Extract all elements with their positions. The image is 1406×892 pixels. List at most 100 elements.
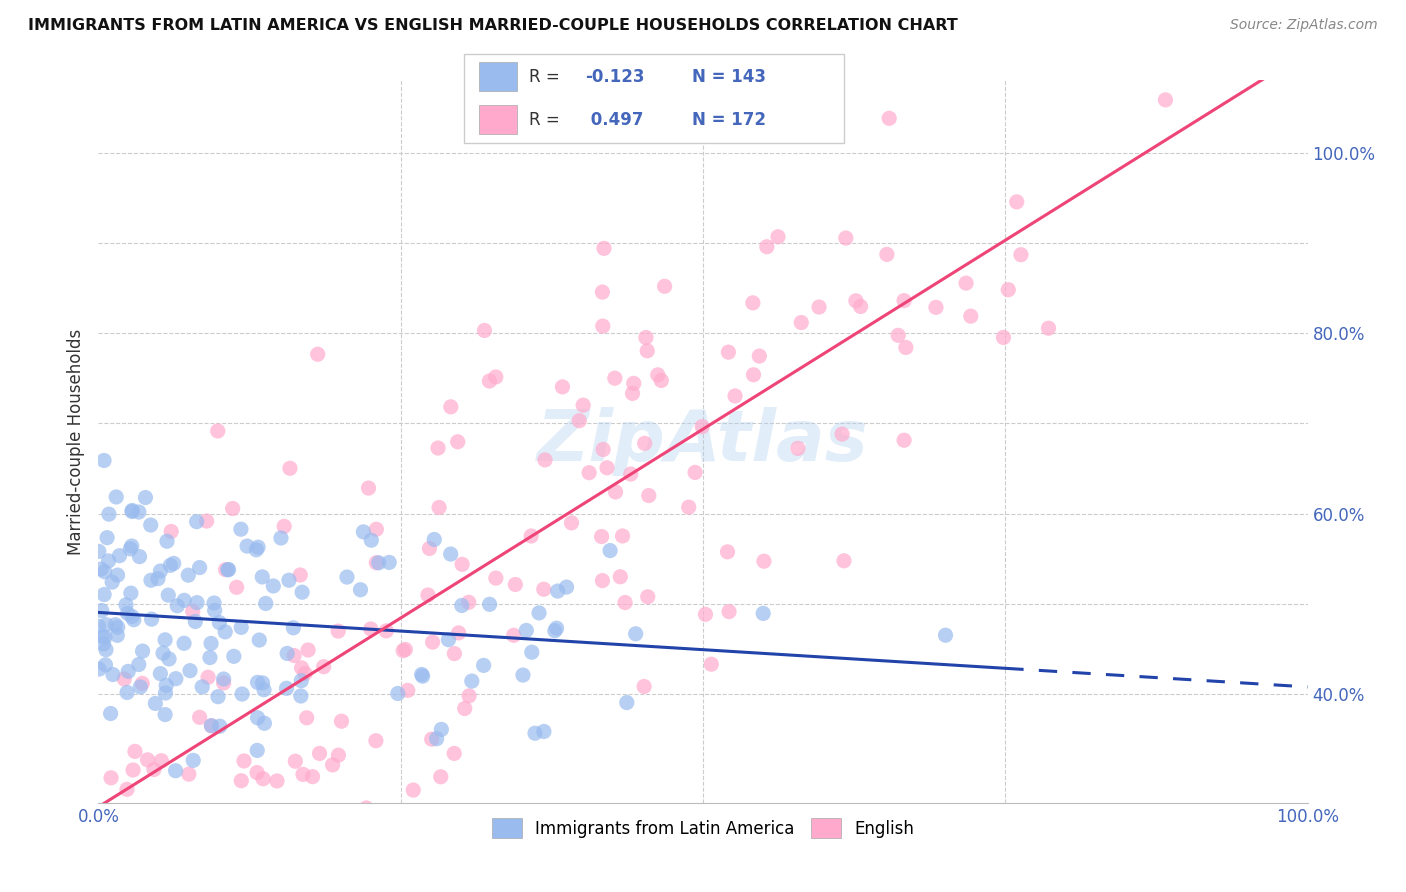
Point [447, 434, 470, 449]
Point [634, 436, 657, 450]
Point [877, 112, 900, 126]
Point [115, 598, 138, 612]
Point [108, 549, 131, 563]
Point [443, 747, 465, 761]
Point [547, 584, 569, 599]
Point [104, 822, 127, 837]
Point [451, 558, 474, 572]
Point [214, 624, 236, 639]
Point [228, 822, 250, 837]
Point [128, 505, 150, 519]
Point [149, 564, 172, 578]
Point [297, 643, 319, 657]
Point [328, 748, 350, 763]
Point [360, 622, 382, 636]
Point [437, 632, 460, 647]
Point [179, 664, 201, 678]
Point [959, 309, 981, 323]
Point [457, 595, 479, 609]
Point [121, 815, 143, 830]
Point [207, 690, 229, 704]
Point [328, 624, 350, 639]
Point [472, 658, 495, 673]
Point [231, 687, 253, 701]
Point [181, 753, 204, 767]
Point [195, 822, 218, 836]
Point [181, 604, 204, 618]
Point [782, 113, 804, 128]
Point [115, 782, 138, 797]
Point [366, 556, 388, 570]
Point [295, 711, 318, 725]
Point [360, 533, 382, 548]
Point [152, 646, 174, 660]
Point [637, 590, 659, 604]
Point [87, 544, 110, 558]
Point [621, 386, 644, 401]
Point [166, 599, 188, 613]
Point [429, 770, 451, 784]
Point [278, 461, 301, 475]
Point [246, 711, 269, 725]
Point [188, 560, 211, 574]
Point [249, 822, 271, 837]
Point [357, 481, 380, 495]
Point [402, 783, 425, 797]
Point [157, 588, 180, 602]
Point [392, 643, 415, 657]
Point [212, 672, 235, 686]
Point [195, 514, 218, 528]
Point [254, 597, 277, 611]
Point [100, 771, 122, 785]
Point [427, 500, 450, 515]
Text: R =: R = [529, 68, 565, 86]
Text: -0.123: -0.123 [585, 68, 645, 86]
Point [568, 414, 591, 428]
Point [149, 666, 172, 681]
Point [120, 541, 142, 556]
Point [139, 574, 162, 588]
Point [273, 519, 295, 533]
Point [716, 545, 738, 559]
Point [835, 231, 858, 245]
Point [121, 539, 143, 553]
Point [748, 349, 770, 363]
Point [93, 453, 115, 467]
Point [134, 822, 156, 837]
Point [229, 522, 252, 536]
Point [141, 612, 163, 626]
Point [291, 585, 314, 599]
Point [654, 279, 676, 293]
Point [253, 682, 276, 697]
Legend: Immigrants from Latin America, English: Immigrants from Latin America, English [485, 812, 921, 845]
Point [808, 300, 831, 314]
Point [533, 724, 555, 739]
Point [364, 733, 387, 747]
Point [546, 621, 568, 635]
Point [155, 678, 177, 692]
Point [752, 554, 775, 568]
Point [107, 568, 129, 582]
Point [107, 620, 129, 634]
Point [202, 596, 225, 610]
Point [832, 554, 855, 568]
Point [742, 368, 765, 382]
Point [174, 822, 197, 837]
Point [430, 723, 453, 737]
Point [876, 247, 898, 261]
Point [614, 596, 637, 610]
Point [450, 599, 472, 613]
Point [90, 822, 112, 837]
Point [412, 669, 434, 683]
Point [592, 319, 614, 334]
Point [382, 816, 405, 830]
Point [485, 571, 508, 585]
Point [454, 701, 477, 715]
Point [90, 822, 112, 837]
Point [188, 710, 211, 724]
Point [163, 557, 186, 571]
Point [717, 345, 740, 359]
Point [423, 533, 446, 547]
Point [142, 822, 165, 837]
Point [94, 642, 117, 657]
